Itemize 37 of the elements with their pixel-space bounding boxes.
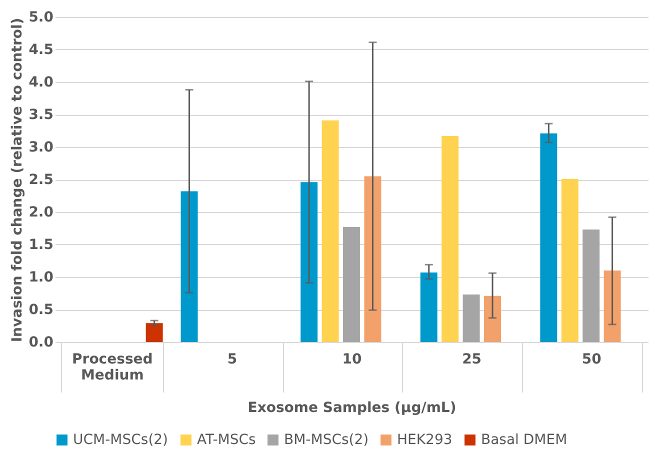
legend-label: Basal DMEM [481, 432, 568, 448]
y-tick-label: 5.0 [28, 10, 54, 26]
bar [146, 323, 163, 342]
x-tick-label: 25 [462, 352, 482, 368]
bar [180, 191, 198, 342]
y-tick-label: 0.5 [28, 302, 54, 318]
y-tick-label: 2.5 [28, 172, 54, 188]
y-tick-label: 3.5 [28, 107, 54, 123]
bar [420, 272, 438, 342]
x-tick-label: Processed Medium [72, 352, 153, 384]
legend-label: UCM-MSCs(2) [73, 432, 168, 448]
y-tick-label: 4.5 [28, 42, 54, 58]
x-tick-label: 10 [342, 352, 362, 368]
bar [604, 270, 621, 342]
y-tick-label: 4.0 [28, 74, 54, 90]
y-axis-title: Invasion fold change (relative to control) [10, 18, 26, 342]
bar [364, 176, 382, 342]
bar [540, 133, 558, 342]
y-tick-label: 2.0 [28, 204, 54, 220]
x-axis-title: Exosome Samples (µg/mL) [248, 400, 456, 416]
bar [343, 226, 360, 342]
bar [462, 294, 480, 342]
legend-label: AT-MSCs [197, 432, 256, 448]
legend-label: HEK293 [397, 432, 452, 448]
x-tick-label: 50 [582, 352, 602, 368]
y-tick-label: 1.5 [28, 237, 54, 253]
y-tick-label: 1.0 [28, 270, 54, 286]
x-tick-label: 5 [227, 352, 238, 368]
bar [442, 136, 459, 342]
y-tick-label: 3.0 [28, 140, 54, 156]
bar [561, 178, 578, 342]
y-tick-label: 0.0 [28, 334, 54, 350]
bar [322, 120, 339, 342]
bar [484, 296, 501, 342]
legend-label: BM-MSCs(2) [284, 432, 369, 448]
bar [300, 182, 318, 342]
bar [582, 230, 600, 342]
